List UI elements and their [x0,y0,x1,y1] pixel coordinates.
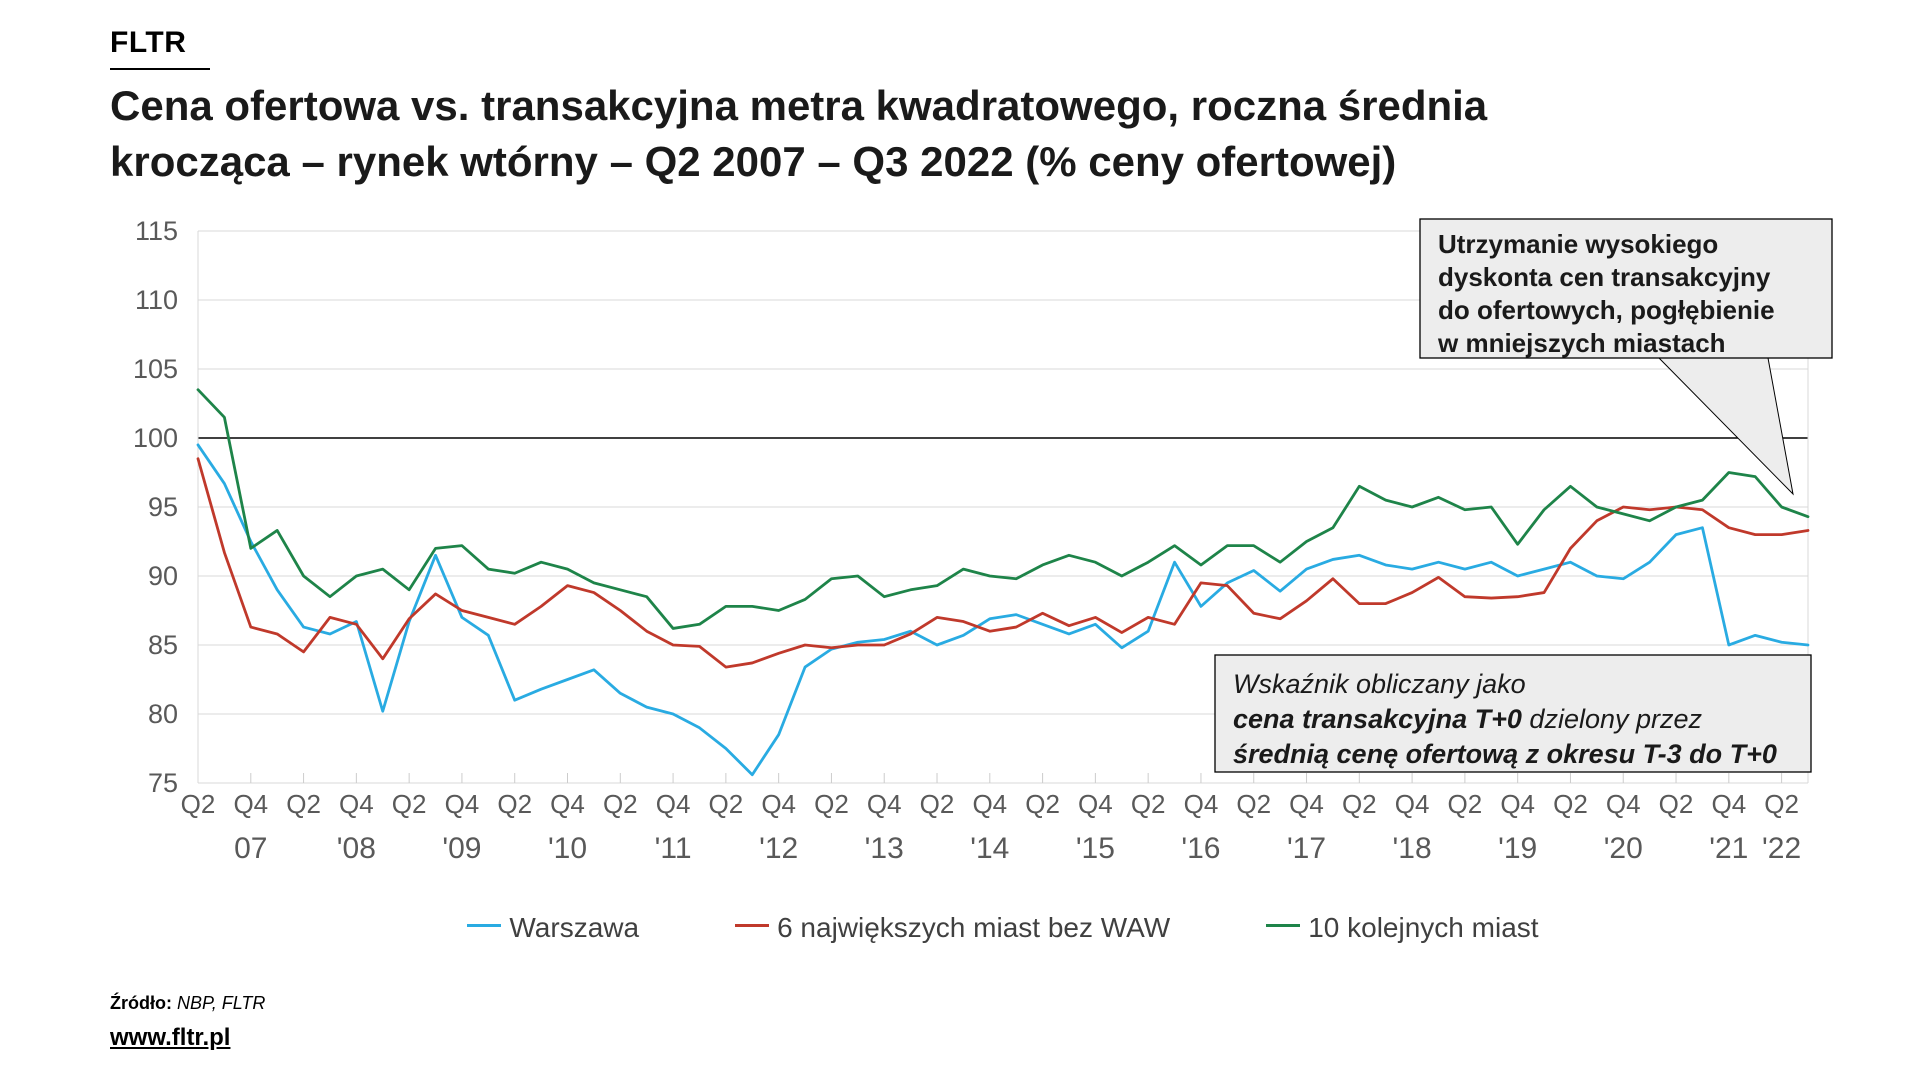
svg-text:Q2: Q2 [1448,789,1483,819]
svg-text:Q4: Q4 [339,789,374,819]
svg-text:Q2: Q2 [1025,789,1060,819]
svg-text:Q2: Q2 [920,789,955,819]
svg-text:'21: '21 [1709,832,1748,865]
svg-text:95: 95 [148,492,178,522]
svg-text:dyskonta cen transakcyjny: dyskonta cen transakcyjny [1438,262,1771,292]
svg-text:Q2: Q2 [392,789,427,819]
svg-text:110: 110 [135,285,178,315]
svg-text:105: 105 [133,354,178,384]
svg-text:'20: '20 [1604,832,1643,865]
svg-text:Q4: Q4 [1711,789,1746,819]
svg-text:'09: '09 [442,832,481,865]
svg-text:Q2: Q2 [709,789,744,819]
svg-text:Wskaźnik obliczany jako: Wskaźnik obliczany jako [1233,669,1526,699]
svg-text:07: 07 [234,832,267,865]
svg-text:Q4: Q4 [1395,789,1430,819]
svg-text:'15: '15 [1076,832,1115,865]
svg-text:Q4: Q4 [656,789,691,819]
svg-text:'12: '12 [759,832,798,865]
svg-text:Q4: Q4 [1289,789,1324,819]
svg-text:'19: '19 [1498,832,1537,865]
svg-text:'11: '11 [655,832,692,865]
svg-text:115: 115 [135,216,178,246]
svg-text:Q4: Q4 [445,789,480,819]
svg-text:'13: '13 [865,832,904,865]
svg-text:Q2: Q2 [1659,789,1694,819]
svg-text:Q4: Q4 [550,789,585,819]
svg-text:Q2: Q2 [814,789,849,819]
svg-text:'14: '14 [970,832,1009,865]
svg-text:Q4: Q4 [1078,789,1113,819]
svg-text:cena transakcyjna T+0 dzielony: cena transakcyjna T+0 dzielony przez [1233,704,1703,734]
svg-text:Q2: Q2 [286,789,321,819]
svg-text:Q4: Q4 [867,789,902,819]
svg-text:'16: '16 [1181,832,1220,865]
svg-text:Q4: Q4 [972,789,1007,819]
svg-text:do ofertowych, pogłębienie: do ofertowych, pogłębienie [1438,295,1775,325]
svg-text:średnią cenę ofertową z okresu: średnią cenę ofertową z okresu T-3 do T+… [1233,739,1777,769]
svg-text:85: 85 [148,630,178,660]
svg-text:Q4: Q4 [761,789,796,819]
svg-text:'18: '18 [1393,832,1432,865]
svg-text:Q2: Q2 [603,789,638,819]
svg-text:'10: '10 [548,832,587,865]
svg-text:Q2: Q2 [1342,789,1377,819]
svg-text:Utrzymanie wysokiego: Utrzymanie wysokiego [1438,229,1718,259]
svg-text:90: 90 [148,561,178,591]
svg-text:Q2: Q2 [1553,789,1588,819]
svg-text:Q4: Q4 [1184,789,1219,819]
svg-text:'08: '08 [337,832,376,865]
svg-text:75: 75 [148,768,178,798]
svg-text:Q2: Q2 [497,789,532,819]
svg-text:Q2: Q2 [1236,789,1271,819]
svg-text:Q2: Q2 [181,789,216,819]
svg-text:Q2: Q2 [1764,789,1799,819]
svg-text:100: 100 [133,423,178,453]
svg-text:w mniejszych miastach: w mniejszych miastach [1437,328,1726,358]
svg-text:'17: '17 [1287,832,1326,865]
svg-text:Q4: Q4 [233,789,268,819]
svg-text:Q2: Q2 [1131,789,1166,819]
svg-text:80: 80 [148,699,178,729]
svg-text:Q4: Q4 [1500,789,1535,819]
svg-text:'22: '22 [1762,832,1801,865]
svg-text:Q4: Q4 [1606,789,1641,819]
